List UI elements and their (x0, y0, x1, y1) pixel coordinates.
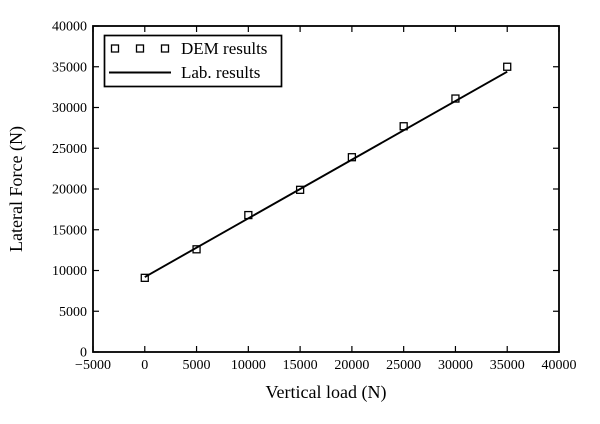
x-tick-label: −5000 (75, 358, 111, 373)
legend-label-lab: Lab. results (181, 63, 260, 82)
legend-marker-icon (110, 44, 120, 53)
x-tick-label: 35000 (490, 358, 525, 373)
y-tick-label: 5000 (59, 305, 87, 320)
lab-results-line (144, 70, 508, 278)
y-tick-label: 15000 (52, 223, 87, 238)
y-tick-label: 40000 (52, 20, 87, 35)
y-axis-label: Lateral Force (N) (6, 126, 27, 252)
x-tick-label: 30000 (438, 358, 473, 373)
x-tick-label: 5000 (183, 358, 211, 373)
dem-marker (140, 273, 149, 282)
y-tick-label: 20000 (52, 183, 87, 198)
legend-box (103, 34, 283, 88)
y-tick-label: 0 (80, 346, 87, 361)
legend-marker-icon (135, 44, 145, 53)
legend: DEM results Lab. results (103, 34, 283, 88)
x-tick-label: 20000 (334, 358, 369, 373)
x-axis-label: Vertical load (N) (266, 382, 387, 403)
y-tick-label: 25000 (52, 142, 87, 157)
y-tick-label: 35000 (52, 60, 87, 75)
y-tick-label: 10000 (52, 264, 87, 279)
x-tick-label: 10000 (231, 358, 266, 373)
x-tick-label: 40000 (542, 358, 577, 373)
y-tick-label: 30000 (52, 101, 87, 116)
x-tick-label: 15000 (283, 358, 318, 373)
x-tick-label: 0 (141, 358, 148, 373)
x-tick-label: 25000 (386, 358, 421, 373)
legend-label-dem: DEM results (181, 39, 267, 58)
dem-marker (503, 62, 512, 71)
legend-marker-icon (160, 44, 170, 53)
